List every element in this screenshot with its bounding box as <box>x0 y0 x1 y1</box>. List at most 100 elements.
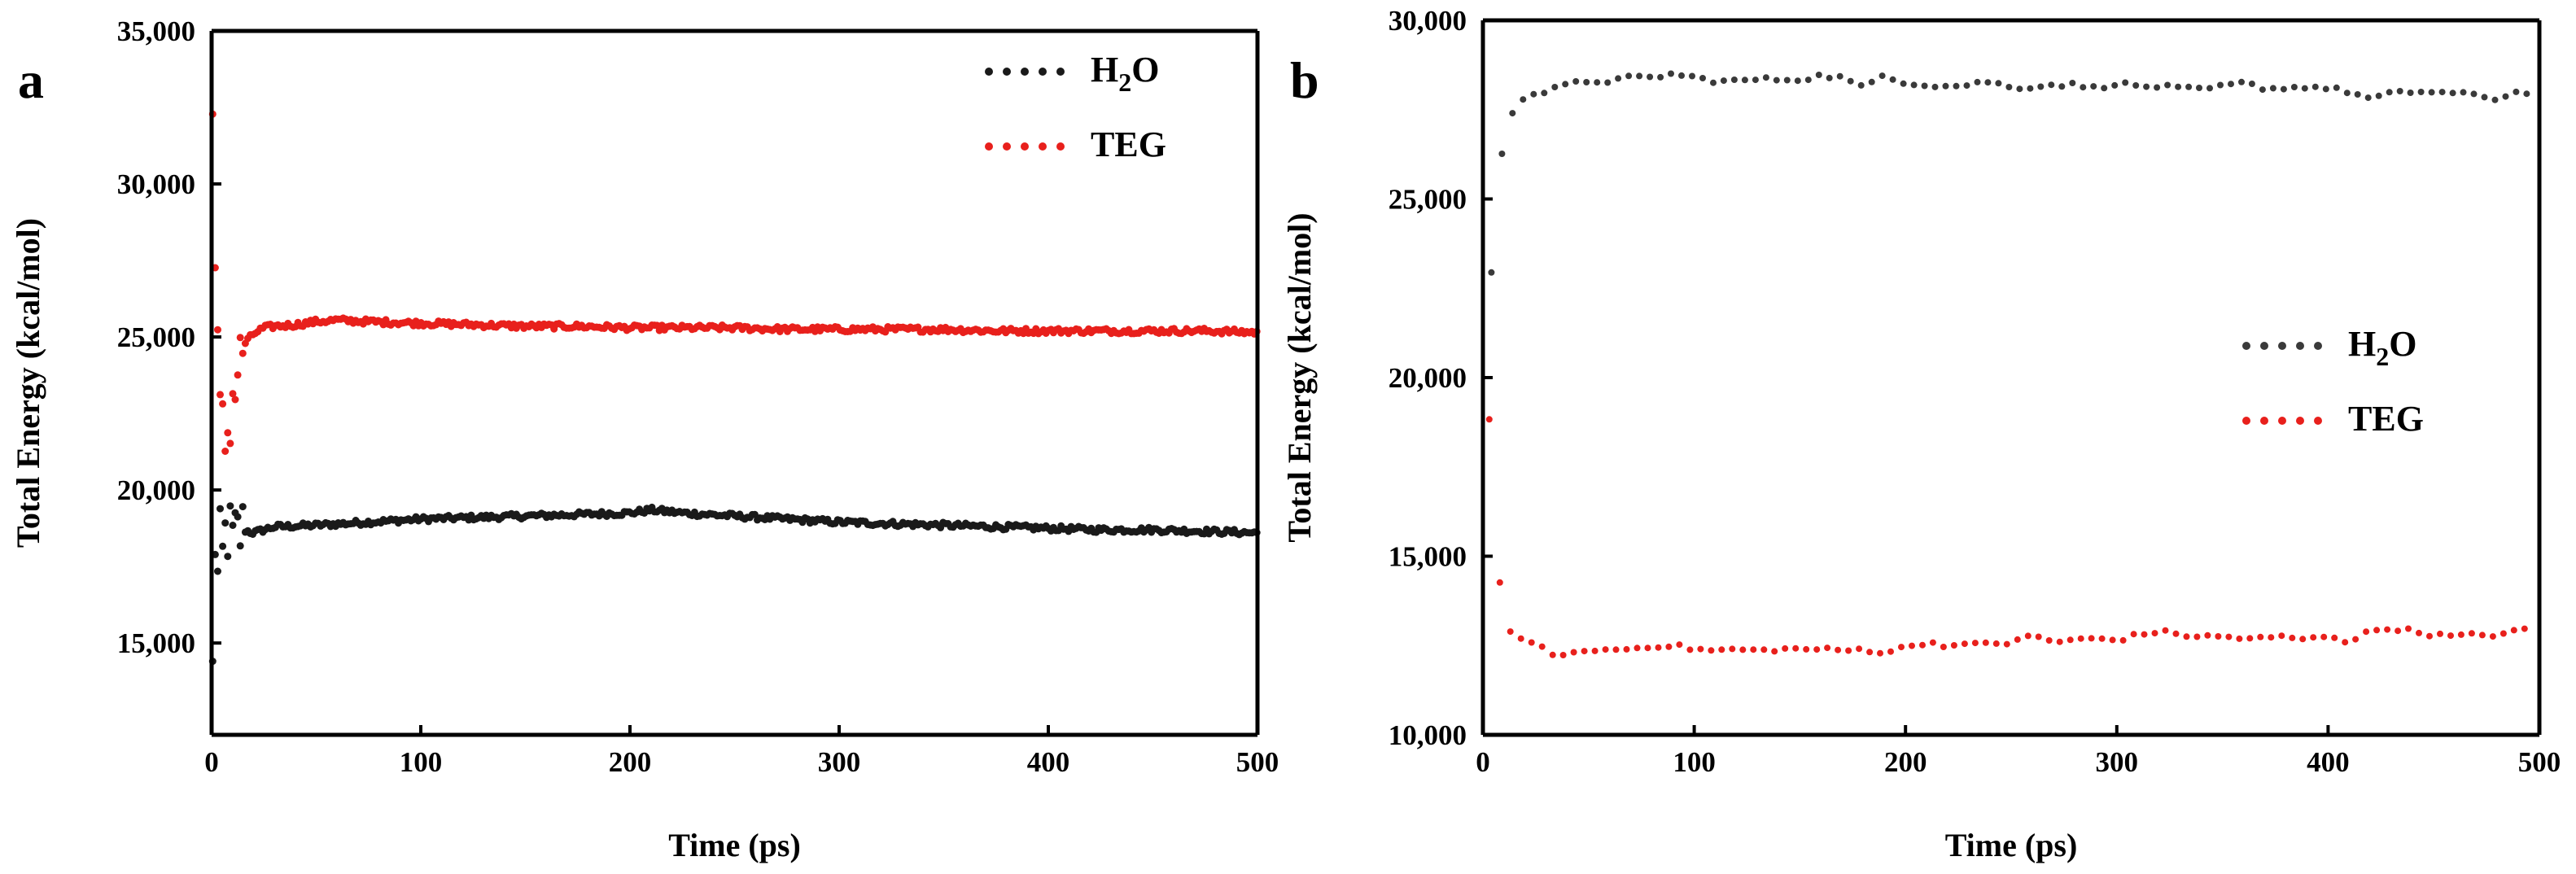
y-tick-label: 25,000 <box>117 321 195 353</box>
data-point <box>1623 645 1630 653</box>
data-point <box>1612 646 1620 653</box>
data-point <box>1665 643 1673 650</box>
data-point <box>2193 633 2201 640</box>
data-point <box>1488 269 1495 276</box>
data-point <box>2024 632 2031 640</box>
legend-label-main: H <box>2348 324 2376 364</box>
data-point <box>234 371 242 379</box>
data-point <box>1878 72 1886 80</box>
data-point <box>1509 110 1516 117</box>
data-point <box>1826 74 1833 81</box>
legend-marker <box>2278 417 2286 425</box>
data-point <box>1657 73 1664 81</box>
data-point <box>1803 645 1810 653</box>
data-point <box>1572 78 1580 85</box>
data-point <box>1910 81 1918 89</box>
data-point <box>2333 84 2340 91</box>
data-point <box>2204 631 2211 639</box>
legend-marker <box>1039 68 1047 76</box>
data-point <box>2343 90 2351 97</box>
data-point <box>234 513 242 521</box>
series-teg <box>1485 416 2528 658</box>
legend-marker <box>2242 342 2250 350</box>
data-point <box>1634 645 1641 652</box>
data-point <box>2088 635 2095 642</box>
data-point <box>1720 77 1727 85</box>
data-point <box>1498 151 1506 157</box>
legend-marker <box>2278 342 2286 350</box>
data-point <box>1971 640 1979 647</box>
data-point <box>2394 627 2402 635</box>
x-tick-label: 200 <box>609 746 652 778</box>
data-point <box>2384 626 2391 633</box>
data-point <box>2111 81 2119 89</box>
data-point <box>1625 72 1633 80</box>
data-point <box>2396 88 2403 94</box>
data-point <box>2428 89 2435 96</box>
data-point <box>1517 635 1524 642</box>
data-point <box>1739 646 1747 653</box>
y-tick-label: 30,000 <box>1389 5 1467 37</box>
data-point <box>1730 76 1738 83</box>
data-point <box>2236 635 2243 642</box>
data-point <box>229 522 237 529</box>
data-point <box>2027 85 2034 92</box>
data-point <box>1982 639 1989 646</box>
data-point <box>2416 629 2422 636</box>
legend-label-tail: O <box>2389 324 2416 364</box>
data-point <box>1591 647 1599 654</box>
series-h2o <box>1488 70 2530 276</box>
data-point <box>238 503 247 511</box>
data-point <box>2048 81 2055 89</box>
data-point <box>226 439 234 448</box>
panel-letter: b <box>1290 51 1319 109</box>
data-point <box>2523 90 2530 98</box>
legend-marker <box>1039 142 1047 151</box>
x-tick-label: 300 <box>818 746 861 778</box>
data-point <box>1868 78 1875 85</box>
data-point <box>2098 635 2106 642</box>
data-point <box>1877 649 1883 657</box>
y-tick-label: 25,000 <box>1389 184 1467 216</box>
data-point <box>2196 85 2202 91</box>
data-point <box>1699 75 1706 81</box>
data-point <box>1507 628 1514 636</box>
data-point <box>1824 645 1831 652</box>
data-point <box>2470 90 2478 98</box>
data-point <box>1729 645 1736 653</box>
x-tick-label: 400 <box>2307 746 2350 778</box>
data-point <box>1668 70 1674 77</box>
data-point <box>1782 645 1789 652</box>
data-point <box>2489 633 2496 640</box>
data-point <box>2342 639 2349 646</box>
data-point <box>2405 625 2412 632</box>
data-point <box>2066 636 2074 644</box>
legend-label-sub: 2 <box>1118 68 1131 97</box>
legend-label: TEG <box>2348 399 2424 439</box>
data-point <box>1655 644 1662 651</box>
data-point <box>2299 636 2307 643</box>
legend-marker <box>2296 342 2304 350</box>
series-teg <box>208 110 1261 455</box>
data-point <box>236 542 244 550</box>
data-point <box>2005 84 2013 90</box>
data-point <box>2322 85 2329 93</box>
data-point <box>2259 86 2266 94</box>
data-point <box>1647 73 1654 81</box>
data-point <box>1752 76 1759 84</box>
legend-label: TEG <box>1091 125 1166 164</box>
legend-label-tail: O <box>1131 50 1159 90</box>
data-point <box>2481 94 2488 101</box>
data-point <box>1919 641 1926 649</box>
data-point <box>2331 634 2338 641</box>
data-point <box>1615 75 1622 82</box>
data-point <box>2132 82 2140 89</box>
data-point <box>2449 90 2456 97</box>
data-point <box>214 326 221 334</box>
data-point <box>1760 646 1768 653</box>
x-tick-label: 100 <box>400 746 443 778</box>
data-point <box>2437 630 2443 637</box>
data-point <box>2278 632 2285 640</box>
data-point <box>1541 90 1548 97</box>
data-point <box>1594 79 1601 86</box>
